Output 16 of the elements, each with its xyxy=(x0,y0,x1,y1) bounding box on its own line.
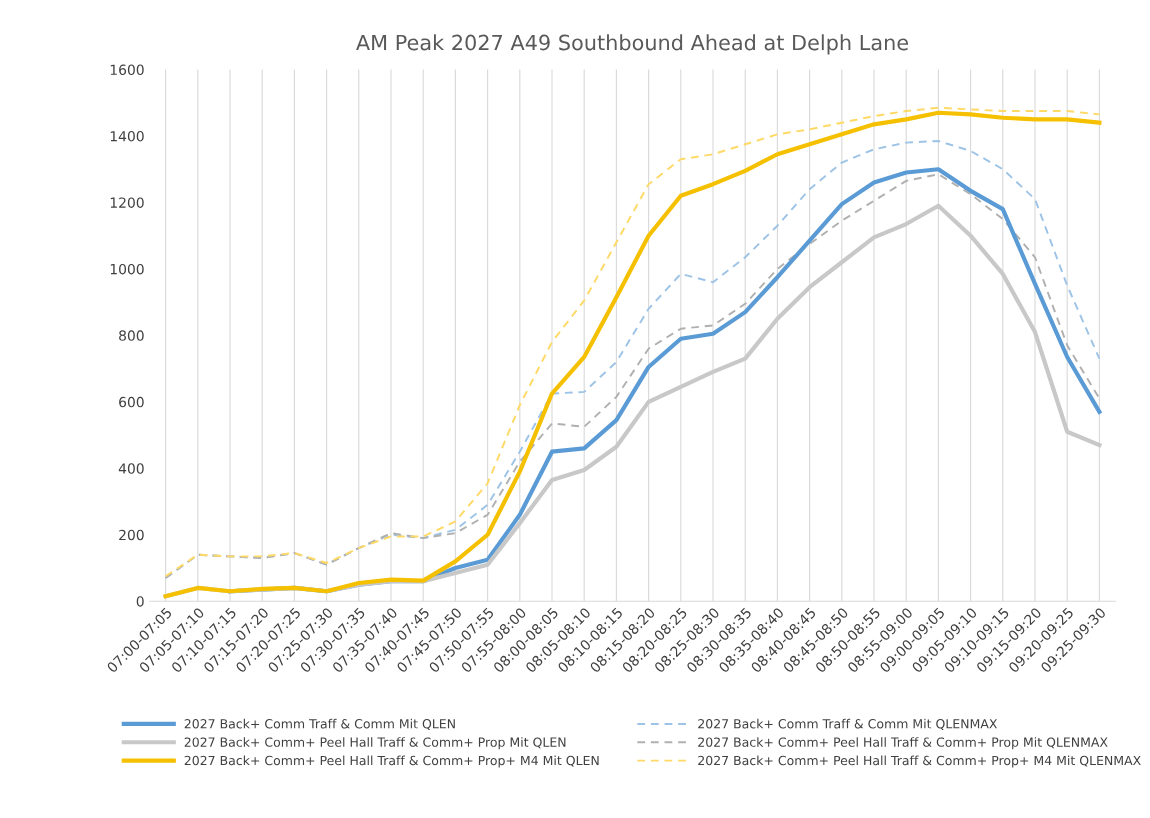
y-tick-label: 0 xyxy=(136,596,144,607)
y-tick-label: 1000 xyxy=(110,263,144,275)
chart-title: AM Peak 2027 A49 Southbound Ahead at Delph Lane xyxy=(356,34,909,55)
y-tick-label: 800 xyxy=(119,330,144,341)
legend-label: 2027 Back+ Comm+ Peel Hall Traff & Comm+ Prop+ M4 Mit QLEN xyxy=(184,755,599,768)
legend-label: 2027 Back+ Comm Traff & Comm Mit QLENMAX xyxy=(698,718,998,730)
y-tick-label: 1600 xyxy=(110,64,144,75)
legend-label: 2027 Back+ Comm+ Peel Hall Traff & Comm+ Prop+ M4 Mit QLENMAX xyxy=(698,755,1141,768)
legend-label: 2027 Back+ Comm+ Peel Hall Traff & Comm+ Prop Mit QLEN xyxy=(184,737,566,750)
y-tick-label: 200 xyxy=(119,529,144,541)
y-tick-label: 1200 xyxy=(110,197,144,208)
legend-label: 2027 Back+ Comm Traff & Comm Mit QLEN xyxy=(184,718,455,730)
y-tick-label: 1400 xyxy=(110,130,144,142)
y-tick-label: 400 xyxy=(118,463,144,474)
y-tick-label: 600 xyxy=(119,396,144,408)
legend-label: 2027 Back+ Comm+ Peel Hall Traff & Comm+ Prop Mit QLENMAX xyxy=(698,737,1108,750)
